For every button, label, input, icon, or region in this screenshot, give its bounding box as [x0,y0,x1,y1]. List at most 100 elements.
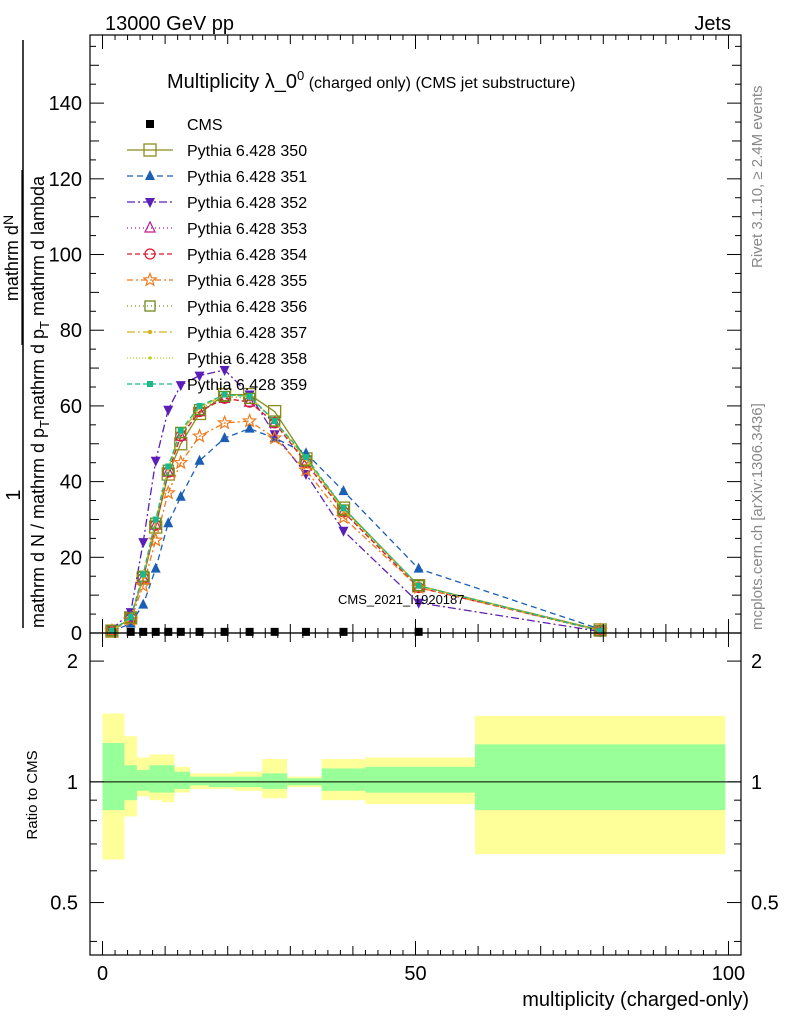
y-tick-label: 60 [60,396,82,418]
series-line-10 [111,393,601,632]
ylabel-left-denominator: mathrm d N / mathrm d pTmathrm d pT math… [28,175,52,628]
legend-entry-8: Pythia 6.428 357 [127,325,307,342]
data-point [174,428,187,441]
legend-label: Pythia 6.428 357 [187,325,307,342]
data-point [340,505,347,512]
plot-title-main: Multiplicity λ_0 [167,71,297,93]
data-point [244,422,255,433]
main-y-axis-ticks: 0 20 40 60 80 100 120 140 [49,45,741,645]
data-point [339,627,348,636]
series-3 [106,365,606,638]
legend-label: Pythia 6.428 356 [187,299,307,316]
legend-label: Pythia 6.428 351 [187,169,307,186]
legend-marker [146,120,154,128]
data-point [220,627,229,636]
x-axis-label: multiplicity (charged-only) [522,989,749,1011]
series-line-6 [111,420,601,632]
data-point [243,394,256,407]
stat-band-5 [174,771,191,789]
ratio-tick-label-right: 2 [751,651,762,673]
data-point [138,538,149,549]
mcplots-watermark: mcplots.cern.ch [arXiv:1306.3436] [749,403,766,630]
series-0 [107,627,605,637]
ratio-y-axis-ticks: 0.5 0.5 1 1 2 2 [50,651,779,942]
ylabel-one: 1 [3,489,25,500]
legend-label: Pythia 6.428 354 [187,247,307,264]
data-point [270,627,279,636]
y-tick-label: 40 [60,472,82,494]
plot-title-sup: 0 [297,68,304,83]
data-point [165,463,172,470]
data-point [137,570,149,582]
data-point [597,627,604,634]
legend-marker [144,248,156,260]
y-tick-label: 20 [60,547,82,569]
data-point [127,614,134,621]
data-point [246,393,253,400]
data-point [106,625,118,637]
data-point [173,454,189,470]
legend-entry-4: Pythia 6.428 353 [127,220,307,238]
plot-title-rest: (charged only) (CMS jet substructure) [304,75,575,92]
legend-label: Pythia 6.428 355 [187,273,307,290]
legend-marker [148,356,152,360]
data-point [163,405,174,416]
x-axis-ticks: 0 50 100 [97,35,745,985]
header-jets-label: Jets [694,13,731,35]
data-point [338,526,349,537]
data-point [298,462,314,477]
series-7 [106,390,606,637]
legend-label: CMS [187,117,223,134]
data-point [337,504,350,516]
data-point [414,627,423,636]
data-point [177,427,184,434]
data-point [138,598,149,609]
ratio-tick-label-left: 2 [67,651,78,673]
ratio-tick-label-right: 0.5 [751,893,779,915]
data-point [269,430,280,441]
data-point [245,627,254,636]
data-point [151,627,160,636]
plot-title: Multiplicity λ_00 (charged only) (CMS je… [167,68,575,93]
legend-marker [145,170,155,180]
data-point [413,598,424,609]
legend: CMS Pythia 6.428 350 Pythia 6.428 351 Pythi… [127,117,307,394]
legend-marker [144,220,156,233]
y-tick-label: 120 [49,169,82,191]
legend-marker [143,143,157,157]
x-tick-label: 50 [404,963,426,985]
data-point [241,412,258,428]
data-point [338,485,349,496]
legend-marker [147,329,153,335]
data-point [152,516,159,523]
data-point [125,612,137,624]
data-point [135,577,151,593]
stat-band-6 [190,776,209,786]
stat-band-2 [136,770,150,791]
data-point [191,428,208,443]
data-point [195,627,204,636]
legend-label: Pythia 6.428 358 [187,351,307,368]
stat-band-12 [365,766,475,793]
data-point [126,627,135,636]
stat-band-13 [474,744,726,811]
main-y-axis-label: 1 mathrm d N / mathrm d pTmathrm d pT ma… [0,40,52,628]
data-point [243,392,256,404]
ratio-y-axis-label: Ratio to CMS [24,750,41,839]
data-point [149,517,162,530]
data-point [176,627,185,636]
ratio-tick-label-right: 1 [751,772,762,794]
legend-marker [147,381,153,387]
stat-band-0 [102,742,125,811]
y-tick-label: 80 [60,320,82,342]
legend-label: Pythia 6.428 353 [187,221,307,238]
legend-label: Pythia 6.428 359 [187,377,307,394]
data-point [221,391,228,398]
stat-band-11 [321,768,366,791]
data-point [162,464,175,477]
data-point [163,517,174,528]
data-point [196,402,203,409]
series-10 [108,391,604,634]
data-point [271,418,278,425]
